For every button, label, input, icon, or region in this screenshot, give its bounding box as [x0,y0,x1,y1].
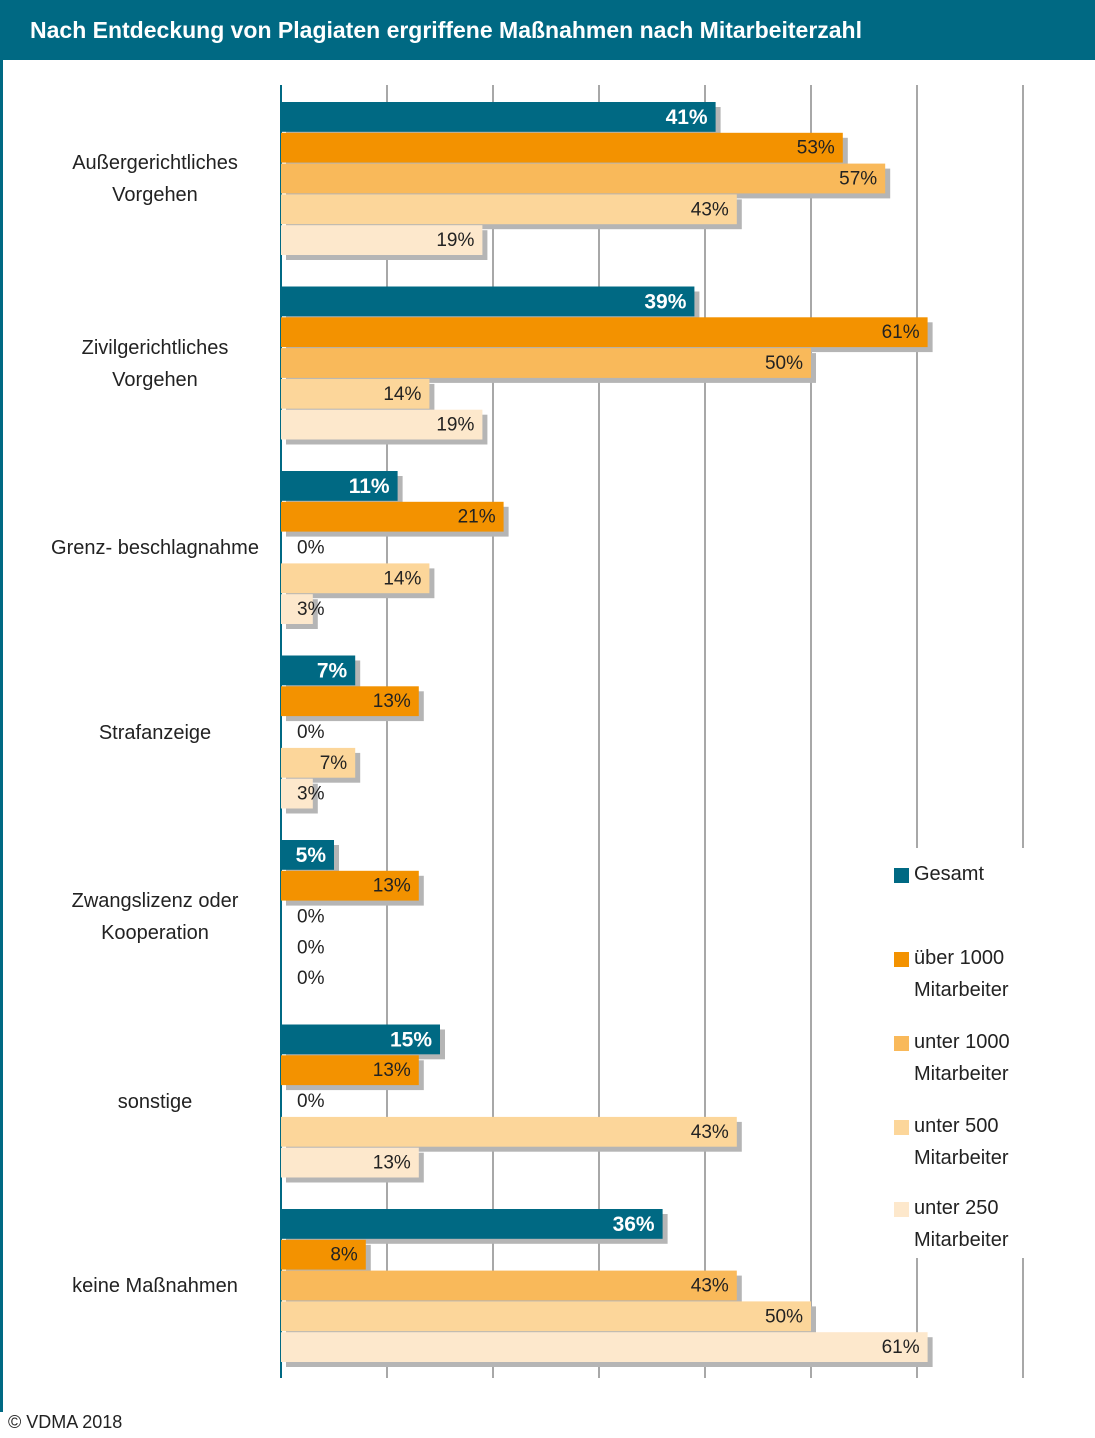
data-label: 19% [436,415,474,436]
bar [281,1332,928,1362]
data-label: 3% [297,784,325,805]
data-label: 43% [691,1276,729,1297]
bar [281,501,504,532]
data-label: 39% [644,290,686,313]
bar [281,1116,737,1147]
data-label: 41% [666,106,708,129]
bar [281,655,356,686]
data-label: 43% [691,199,729,220]
legend: Gesamt über 1000 Mitarbeiter unter 1000 Mi… [888,848,1068,1258]
category-label: Strafanzeige [98,721,212,744]
legend-swatch [894,868,909,883]
bar [281,870,419,901]
category-label: Außergerichtliches Vorgehen [72,152,238,206]
bar [281,563,430,594]
bar [281,317,928,348]
data-label: 13% [373,1153,411,1174]
legend-item: über 1000 Mitarbeiter [888,942,1038,1006]
category-label: Zwangslizenz oder Kooperation [71,890,239,944]
category-label: Zivilgerichtliches Vorgehen [81,336,229,391]
data-label: 15% [390,1028,432,1051]
data-label: 14% [383,384,421,405]
bar [281,194,737,225]
category-label: sonstige [117,1090,193,1113]
data-label: 13% [373,691,411,712]
bar [281,1147,419,1178]
data-label: 3% [297,599,325,620]
data-label: 57% [839,169,877,190]
data-label: 0% [297,722,325,743]
bar [281,840,334,870]
bar [281,1301,811,1332]
data-label: 5% [296,844,327,867]
legend-swatch [894,952,909,967]
bar [281,778,313,809]
data-label: 0% [297,968,325,989]
legend-label: unter 250 Mitarbeiter [914,1197,1009,1251]
bar [281,132,843,163]
bar [281,225,483,255]
bar [281,286,695,317]
bar [281,594,313,624]
data-label: 11% [349,475,390,498]
data-label: 53% [797,138,835,159]
legend-label: unter 500 Mitarbeiter [914,1115,1009,1169]
legend-item: unter 500 Mitarbeiter [888,1110,1038,1174]
data-label: 43% [691,1122,729,1143]
chart-title: Nach Entdeckung von Plagiaten ergriffene… [0,0,1095,60]
legend-label: Gesamt [914,863,985,885]
bar [281,1270,737,1301]
data-label: 61% [882,322,920,343]
legend-label: über 1000 Mitarbeiter [914,947,1009,1001]
bar [281,471,398,501]
bar [281,378,430,409]
bar [281,686,419,717]
data-label: 36% [613,1213,655,1236]
footer: © VDMA 2018 [8,1412,123,1432]
data-label: 0% [297,1091,325,1112]
data-label: 61% [882,1337,920,1358]
legend-label: unter 1000 Mitarbeiter [914,1031,1010,1085]
data-label: 13% [373,1060,411,1081]
bar [281,409,483,440]
bar [281,1055,419,1086]
data-label: 50% [765,1306,803,1327]
bar [281,747,356,778]
data-label: 7% [317,659,348,682]
data-label: 8% [330,1245,358,1266]
legend-item: unter 250 Mitarbeiter [888,1192,1038,1256]
data-label: 13% [373,876,411,897]
legend-swatch [894,1036,909,1051]
data-label: 21% [458,507,496,528]
bar [281,348,811,378]
data-label: 0% [297,937,325,958]
data-label: 0% [297,538,325,559]
frame-border [0,60,3,1412]
bar [281,1209,663,1239]
bar [281,163,886,194]
category-label: keine Maßnahmen [72,1275,238,1297]
data-label: 0% [297,907,325,928]
legend-swatch [894,1202,909,1217]
legend-item: unter 1000 Mitarbeiter [888,1026,1038,1090]
bar [281,1024,440,1055]
category-label: Grenz- beschlagnahme [51,537,259,559]
data-label: 14% [383,568,421,589]
bar [281,102,716,132]
legend-item: Gesamt [888,858,1038,890]
bar [281,1239,366,1270]
legend-swatch [894,1120,909,1135]
data-label: 7% [320,753,348,774]
data-label: 50% [765,353,803,374]
data-label: 19% [436,230,474,251]
